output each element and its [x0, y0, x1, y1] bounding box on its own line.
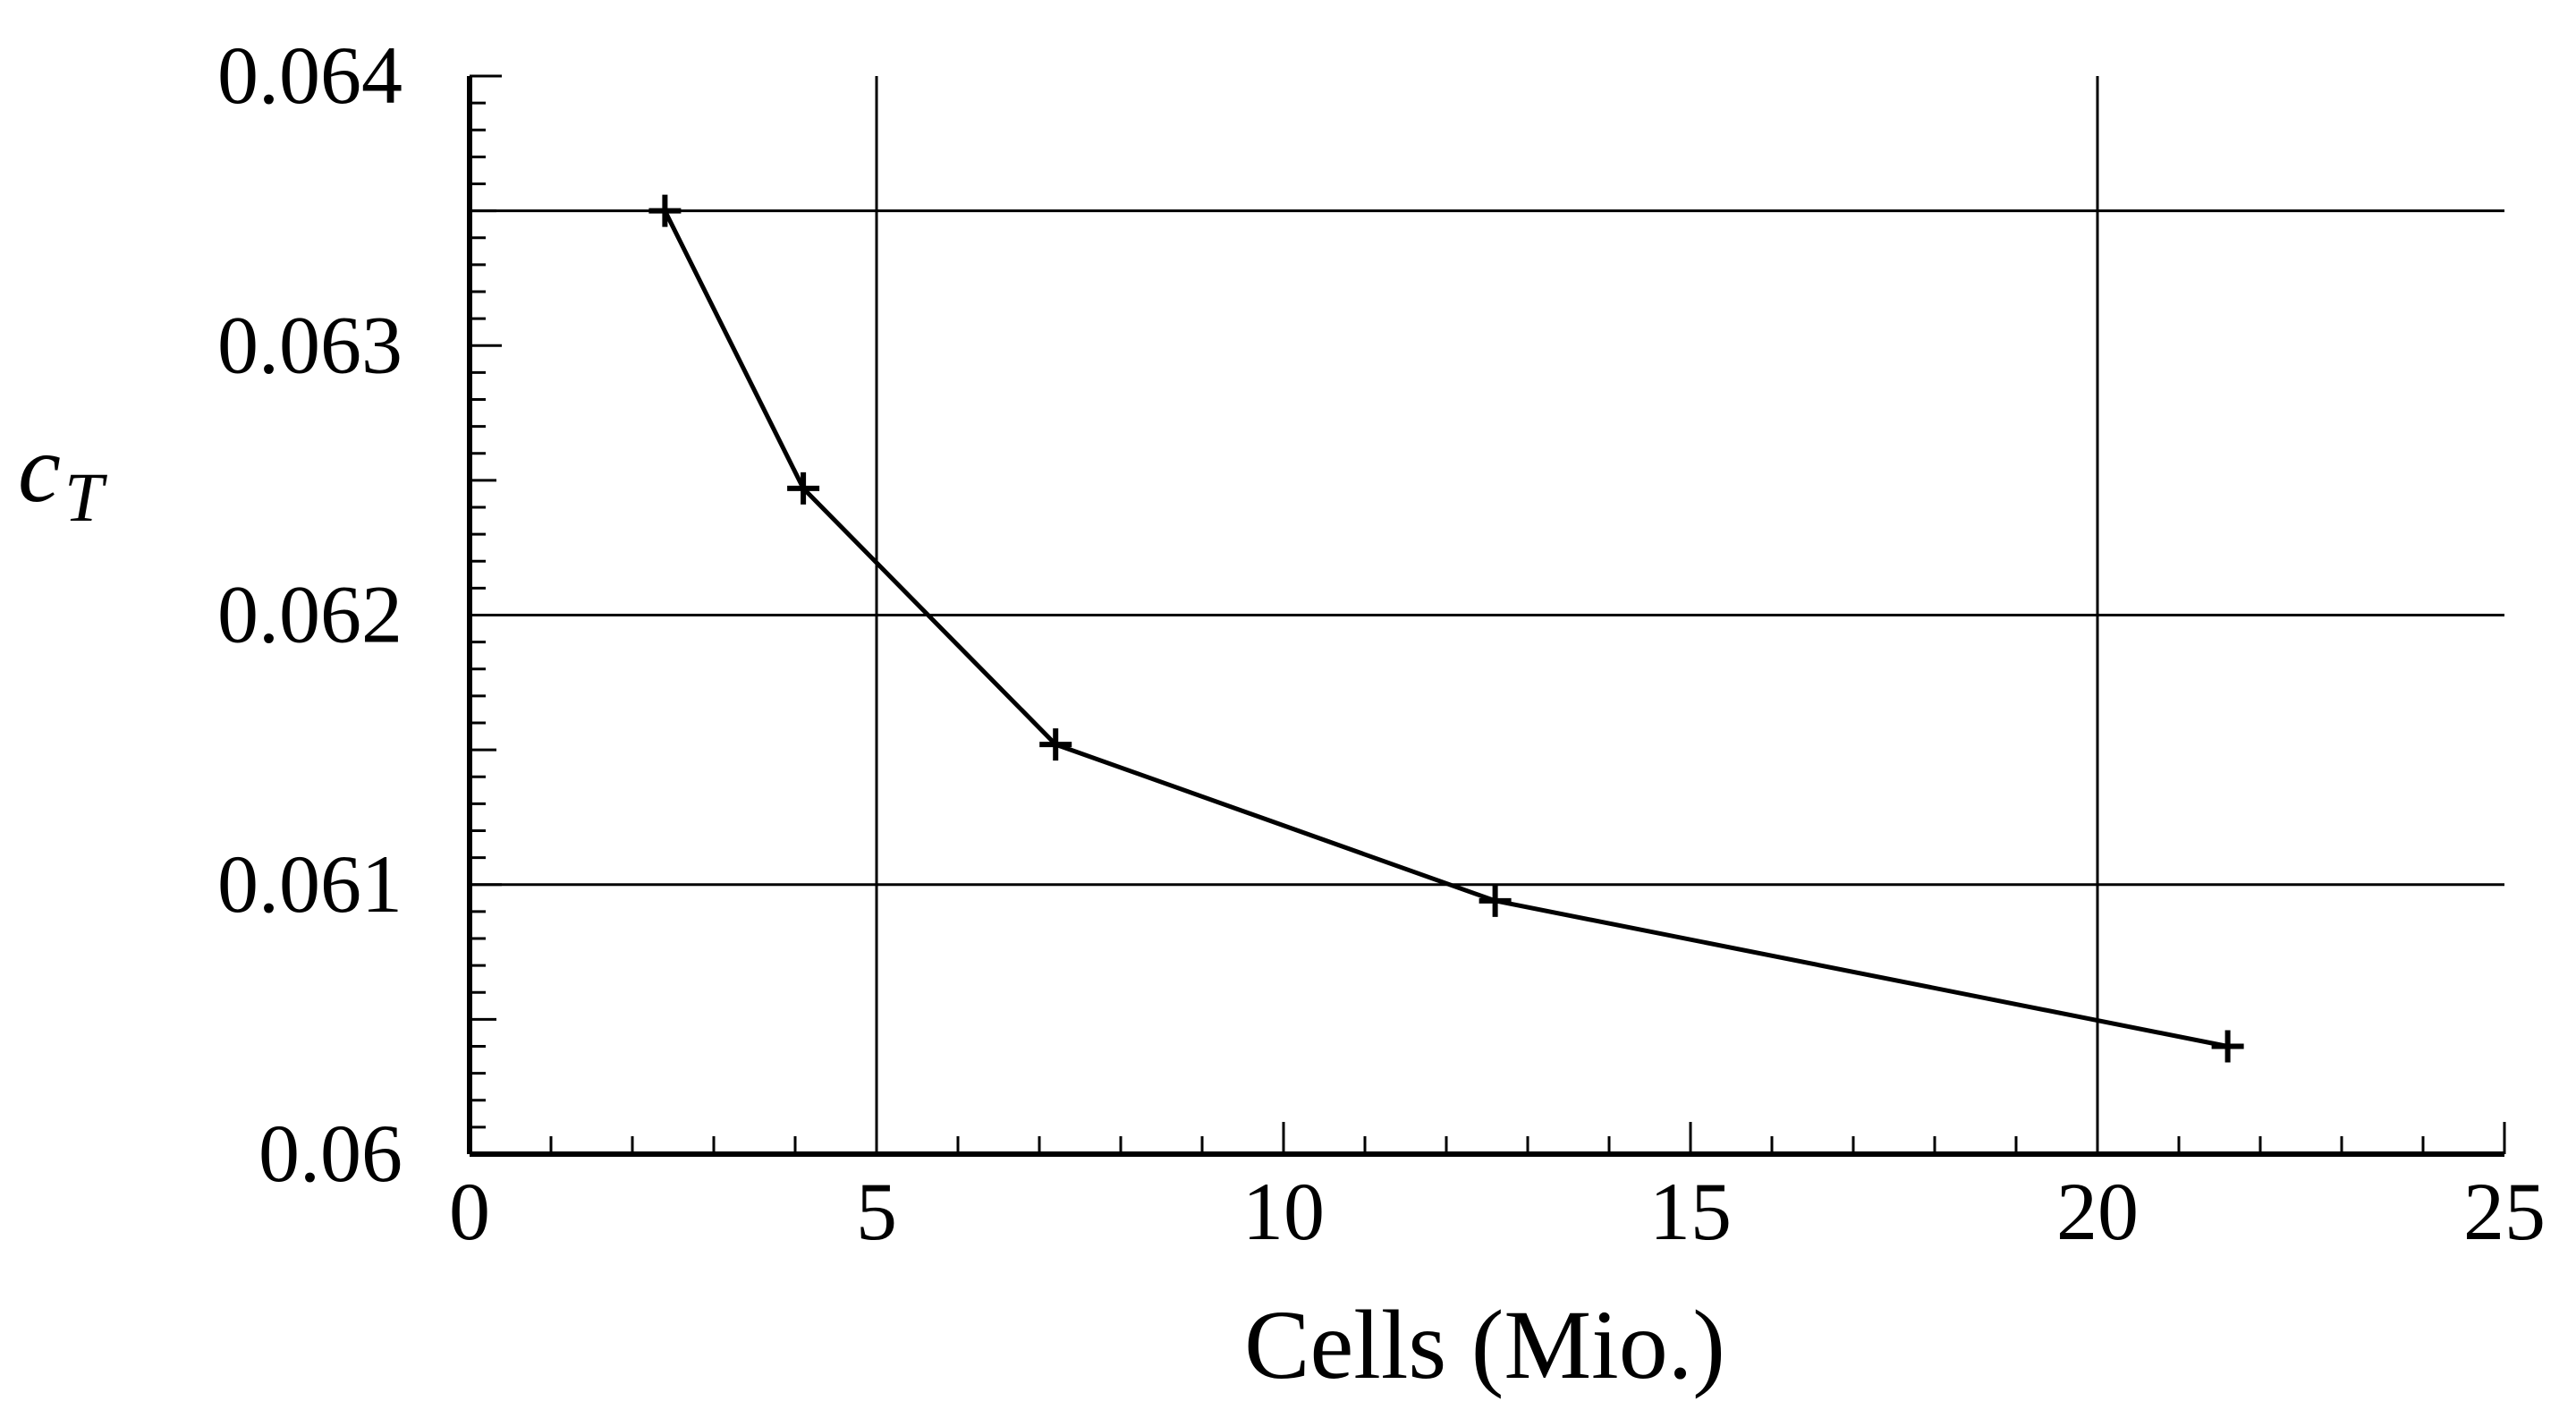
data-point-4 [2211, 1030, 2244, 1063]
series-1 [648, 194, 2244, 1063]
data-point-1 [787, 471, 820, 505]
tick-labels: 0 5 10 15 20 25 0.06 0.061 0.062 0.063 0.064 [217, 30, 2546, 1257]
y-axis-title: cT [18, 416, 107, 536]
axis-ticks [468, 74, 2506, 1156]
x-tick-label-1: 5 [856, 1166, 897, 1257]
x-tick-label-2: 10 [1242, 1166, 1325, 1257]
y-tick-label-3: 0.063 [217, 299, 402, 390]
y-axis-title-subscript: T [64, 458, 107, 536]
x-tick-label-0: 0 [449, 1166, 490, 1257]
y-tick-label-4: 0.064 [217, 30, 402, 121]
x-tick-label-3: 15 [1649, 1166, 1732, 1257]
y-axis-title-main: c [18, 416, 61, 522]
grid-lines [470, 76, 2504, 1154]
y-tick-label-1: 0.061 [217, 838, 402, 930]
x-tick-label-4: 20 [2056, 1166, 2139, 1257]
data-point-2 [1039, 728, 1072, 761]
y-tick-label-0: 0.06 [258, 1108, 402, 1199]
data-point-3 [1479, 884, 1512, 917]
x-tick-label-5: 25 [2463, 1166, 2546, 1257]
data-point-0 [648, 194, 682, 227]
series-line-0 [663, 209, 2229, 1049]
x-axis-title: Cells (Mio.) [1244, 1290, 1725, 1399]
y-tick-label-2: 0.062 [217, 569, 402, 660]
